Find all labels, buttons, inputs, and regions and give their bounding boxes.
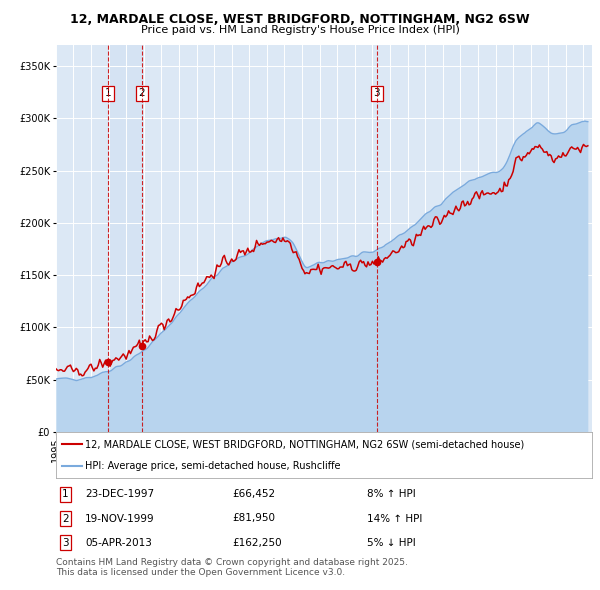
Text: £66,452: £66,452 <box>233 490 276 499</box>
Text: 3: 3 <box>62 537 69 548</box>
Text: £81,950: £81,950 <box>233 513 276 523</box>
Text: 1: 1 <box>62 490 69 499</box>
Text: £162,250: £162,250 <box>233 537 283 548</box>
Text: 23-DEC-1997: 23-DEC-1997 <box>85 490 154 499</box>
Text: 1: 1 <box>105 88 112 99</box>
Text: 14% ↑ HPI: 14% ↑ HPI <box>367 513 422 523</box>
Text: 12, MARDALE CLOSE, WEST BRIDGFORD, NOTTINGHAM, NG2 6SW: 12, MARDALE CLOSE, WEST BRIDGFORD, NOTTI… <box>70 13 530 26</box>
Text: 3: 3 <box>374 88 380 99</box>
Text: Contains HM Land Registry data © Crown copyright and database right 2025.
This d: Contains HM Land Registry data © Crown c… <box>56 558 407 578</box>
Text: 2: 2 <box>62 513 69 523</box>
Text: 2: 2 <box>139 88 145 99</box>
Text: 19-NOV-1999: 19-NOV-1999 <box>85 513 155 523</box>
Text: HPI: Average price, semi-detached house, Rushcliffe: HPI: Average price, semi-detached house,… <box>85 461 341 471</box>
Text: Price paid vs. HM Land Registry's House Price Index (HPI): Price paid vs. HM Land Registry's House … <box>140 25 460 35</box>
Text: 8% ↑ HPI: 8% ↑ HPI <box>367 490 416 499</box>
Text: 05-APR-2013: 05-APR-2013 <box>85 537 152 548</box>
Bar <box>108 45 142 432</box>
Text: 12, MARDALE CLOSE, WEST BRIDGFORD, NOTTINGHAM, NG2 6SW (semi-detached house): 12, MARDALE CLOSE, WEST BRIDGFORD, NOTTI… <box>85 440 524 450</box>
Text: 5% ↓ HPI: 5% ↓ HPI <box>367 537 416 548</box>
